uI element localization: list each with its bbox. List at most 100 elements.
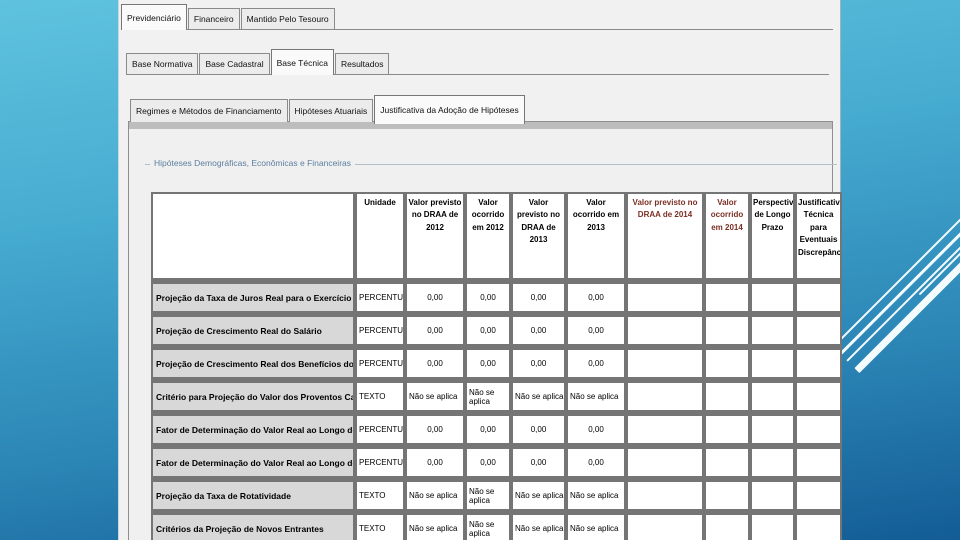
column-header-ocorrido-2013: Valor ocorrido em 2013: [568, 194, 624, 278]
value-cell[interactable]: 0,00: [568, 416, 624, 443]
row-label: Projeção da Taxa de Rotatividade: [153, 482, 353, 509]
app-window-screenshot: Previdenciário Financeiro Mantido Pelo T…: [118, 0, 842, 540]
value-cell[interactable]: [706, 284, 748, 311]
value-cell[interactable]: 0,00: [568, 449, 624, 476]
value-cell[interactable]: Não se aplica: [568, 383, 624, 410]
unit-cell[interactable]: PERCENTUAL: [357, 350, 403, 377]
value-cell[interactable]: 0,00: [568, 284, 624, 311]
value-cell[interactable]: [628, 482, 702, 509]
value-cell[interactable]: 0,00: [407, 350, 463, 377]
value-cell[interactable]: [706, 350, 748, 377]
unit-cell[interactable]: TEXTO: [357, 482, 403, 509]
value-cell[interactable]: 0,00: [513, 449, 564, 476]
value-cell[interactable]: Não se aplica: [407, 515, 463, 540]
value-cell[interactable]: [628, 284, 702, 311]
value-cell[interactable]: [752, 284, 793, 311]
value-cell[interactable]: 0,00: [407, 317, 463, 344]
value-cell[interactable]: [752, 449, 793, 476]
hypotheses-table: Unidade Valor previsto no DRAA de 2012 V…: [151, 192, 842, 540]
value-cell[interactable]: Não se aplica: [467, 482, 509, 509]
value-cell[interactable]: 0,00: [513, 416, 564, 443]
value-cell[interactable]: [628, 515, 702, 540]
tab-base-normativa[interactable]: Base Normativa: [126, 53, 199, 74]
groupbox-border-line: [145, 164, 837, 165]
value-cell[interactable]: 0,00: [407, 284, 463, 311]
tab-justificativa-adocao-hipoteses[interactable]: Justificativa da Adoção de Hipóteses: [374, 95, 525, 124]
tabstrip-level3: Regimes e Métodos de Financiamento Hipót…: [130, 93, 829, 124]
column-header-previsto-2013: Valor previsto no DRAA de 2013: [513, 194, 564, 278]
value-cell[interactable]: 0,00: [407, 449, 463, 476]
value-cell[interactable]: Não se aplica: [513, 482, 564, 509]
tab-mantido-pelo-tesouro[interactable]: Mantido Pelo Tesouro: [240, 8, 335, 29]
value-cell[interactable]: 0,00: [467, 350, 509, 377]
row-label: Projeção de Crescimento Real dos Benefíc…: [153, 350, 353, 377]
value-cell[interactable]: Não se aplica: [513, 383, 564, 410]
value-cell[interactable]: Não se aplica: [467, 515, 509, 540]
value-cell[interactable]: [628, 449, 702, 476]
value-cell[interactable]: [797, 284, 840, 311]
column-header-justificativa-tecnica: Justificativa Técnica para Eventuais Dis…: [797, 194, 840, 278]
unit-cell[interactable]: TEXTO: [357, 515, 403, 540]
value-cell[interactable]: [706, 515, 748, 540]
unit-cell[interactable]: PERCENTUAL: [357, 416, 403, 443]
value-cell[interactable]: [706, 383, 748, 410]
value-cell[interactable]: [752, 482, 793, 509]
value-cell[interactable]: [706, 482, 748, 509]
value-cell[interactable]: [706, 317, 748, 344]
value-cell[interactable]: 0,00: [467, 284, 509, 311]
tabstrip-level1: Previdenciário Financeiro Mantido Pelo T…: [121, 3, 833, 30]
column-header-ocorrido-2014: Valor ocorrido em 2014: [706, 194, 748, 278]
value-cell[interactable]: [797, 350, 840, 377]
value-cell[interactable]: [752, 383, 793, 410]
value-cell[interactable]: 0,00: [513, 317, 564, 344]
tabstrip-level2: Base Normativa Base Cadastral Base Técni…: [126, 45, 829, 75]
value-cell[interactable]: [797, 383, 840, 410]
value-cell[interactable]: 0,00: [407, 416, 463, 443]
value-cell[interactable]: [797, 416, 840, 443]
value-cell[interactable]: 0,00: [467, 416, 509, 443]
value-cell[interactable]: [797, 317, 840, 344]
value-cell[interactable]: [628, 317, 702, 344]
unit-cell[interactable]: TEXTO: [357, 383, 403, 410]
value-cell[interactable]: [628, 416, 702, 443]
value-cell[interactable]: Não se aplica: [407, 482, 463, 509]
value-cell[interactable]: [752, 515, 793, 540]
tab-hipoteses-atuariais[interactable]: Hipóteses Atuariais: [288, 99, 374, 122]
tab-base-cadastral[interactable]: Base Cadastral: [199, 53, 270, 74]
value-cell[interactable]: Não se aplica: [513, 515, 564, 540]
unit-cell[interactable]: PERCENTUAL: [357, 284, 403, 311]
row-label: Critério para Projeção do Valor dos Prov…: [153, 383, 353, 410]
unit-cell[interactable]: PERCENTUAL: [357, 317, 403, 344]
tab-financeiro[interactable]: Financeiro: [187, 8, 240, 29]
column-header-unidade: Unidade: [357, 194, 403, 278]
value-cell[interactable]: 0,00: [467, 317, 509, 344]
value-cell[interactable]: 0,00: [568, 317, 624, 344]
value-cell[interactable]: [797, 482, 840, 509]
value-cell[interactable]: [797, 449, 840, 476]
value-cell[interactable]: [706, 449, 748, 476]
groupbox-title: Hipóteses Demográficas, Econômicas e Fin…: [150, 158, 356, 168]
value-cell[interactable]: 0,00: [568, 350, 624, 377]
value-cell[interactable]: [706, 416, 748, 443]
value-cell[interactable]: 0,00: [513, 284, 564, 311]
tab-resultados[interactable]: Resultados: [334, 53, 390, 74]
row-label: Projeção de Crescimento Real do Salário: [153, 317, 353, 344]
row-label: Projeção da Taxa de Juros Real para o Ex…: [153, 284, 353, 311]
value-cell[interactable]: [628, 350, 702, 377]
tab-regimes-metodos-financiamento[interactable]: Regimes e Métodos de Financiamento: [130, 99, 288, 122]
value-cell[interactable]: [628, 383, 702, 410]
value-cell[interactable]: Não se aplica: [467, 383, 509, 410]
unit-cell[interactable]: PERCENTUAL: [357, 449, 403, 476]
value-cell[interactable]: Não se aplica: [568, 482, 624, 509]
value-cell[interactable]: 0,00: [467, 449, 509, 476]
value-cell[interactable]: [752, 416, 793, 443]
tab-base-tecnica[interactable]: Base Técnica: [270, 49, 334, 75]
tab-previdenciario[interactable]: Previdenciário: [121, 4, 187, 30]
value-cell[interactable]: [752, 350, 793, 377]
value-cell[interactable]: Não se aplica: [568, 515, 624, 540]
value-cell[interactable]: [797, 515, 840, 540]
value-cell[interactable]: Não se aplica: [407, 383, 463, 410]
value-cell[interactable]: 0,00: [513, 350, 564, 377]
value-cell[interactable]: [752, 317, 793, 344]
